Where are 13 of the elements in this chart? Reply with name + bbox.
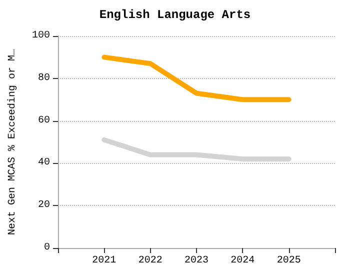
y-tick-label: 20: [38, 200, 50, 212]
y-tick-label: 0: [44, 242, 50, 254]
chart-title: English Language Arts: [99, 8, 251, 22]
x-tick-label: 2023: [184, 256, 209, 266]
y-tick-label: 40: [38, 158, 50, 169]
y-axis-title: Next Gen MCAS % Exceeding or M…: [6, 48, 18, 236]
x-tick-label: 2025: [276, 256, 301, 266]
x-tick-label: 2024: [230, 256, 255, 266]
x-tick-label: 2022: [138, 256, 162, 266]
x-tick-label: 2021: [92, 256, 116, 266]
y-tick-label: 80: [38, 72, 50, 84]
y-tick-label: 100: [32, 30, 50, 42]
y-tick-label: 60: [38, 115, 50, 126]
